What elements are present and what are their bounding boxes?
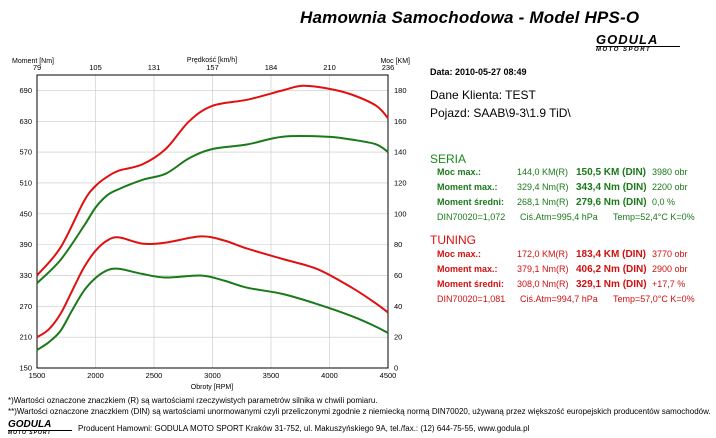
x-tick-3: 3000 [204,371,221,380]
left-tick-8: 630 [19,117,32,126]
producer-info: Producent Hamowni: GODULA MOTO SPORT Kra… [78,424,530,433]
top-axis-label: Prędkość [km/h] [187,57,237,64]
tuning-v1-0: 172,0 KM(R) [517,249,569,259]
right-tick-2: 40 [394,302,402,311]
chart-curves [36,84,389,351]
x-axis-label: Obroty [RPM] [191,384,233,391]
tuning-v2-1: 406,2 Nm (DIN) [576,264,647,275]
plot-frame [36,74,389,369]
top-tick-1: 105 [89,63,102,72]
seria-label-2: Moment średni: [437,197,505,207]
tuning-v2-0: 183,4 KM (DIN) [576,249,647,260]
tuning-v3-0: 3770 obr [652,249,688,259]
right-tick-0: 0 [394,364,398,373]
right-tick-5: 100 [394,209,407,218]
x-tick-5: 4000 [321,371,338,380]
x-tick-4: 3500 [263,371,280,380]
seria-atm: Ciś.Atm=995,4 hPa [520,212,598,222]
tuning-label-0: Moc max.: [437,249,482,259]
left-tick-7: 570 [19,148,32,157]
seria-v2-1: 343,4 Nm (DIN) [576,182,647,193]
tuning-v1-1: 379,1 Nm(R) [517,264,569,274]
tuning-v3-2: +17,7 % [652,279,686,289]
footer-logo: GODULA MOTO SPORT [8,419,72,436]
footnote-r: *)Wartości oznaczone znaczkiem (R) są wa… [8,396,378,405]
seria-heading: SERIA [430,152,467,166]
left-tick-2: 270 [19,302,32,311]
tuning-v1-2: 308,0 Nm(R) [517,279,569,289]
left-tick-3: 330 [19,271,32,280]
left-axis-label: Moment [Nm] [12,58,54,65]
right-tick-labels: 0 20 40 60 80 100 120 140 160 180 [394,86,407,373]
seria-din: DIN70020=1,072 [437,212,506,222]
dyno-chart: 1500 2000 2500 3000 3500 4000 4500 15021027033… [12,57,410,391]
footer-logo-main: GODULA [8,419,52,430]
seria-label-0: Moc max.: [437,167,482,177]
report-title: Hamownia Samochodowa - Model HPS-O [300,8,640,27]
right-tick-6: 120 [394,178,407,187]
left-tick-6: 510 [19,178,32,187]
left-tick-labels: 150 210 270 330 390 450 510 570 630 690 [19,86,32,373]
tuning-temp: Temp=57,0°C K=0% [613,294,695,304]
top-tick-labels: 79 105 131 157 184 210 236 [33,63,394,72]
left-tick-5: 450 [19,209,32,218]
right-tick-9: 180 [394,86,407,95]
godula-logo: GODULA MOTO SPORT [596,33,680,53]
top-tick-2: 131 [148,63,161,72]
x-tick-0: 1500 [29,371,46,380]
tuning-heading: TUNING [430,233,476,247]
top-tick-0: 79 [33,63,41,72]
seria-temp: Temp=52,4°C K=0% [613,212,695,222]
footer-logo-sub: MOTO SPORT [8,430,72,436]
top-tick-3: 157 [206,63,219,72]
right-tick-1: 20 [394,333,402,342]
left-tick-9: 690 [19,86,32,95]
top-tick-6: 236 [382,63,395,72]
tuning-v3-1: 2900 obr [652,264,688,274]
tuning-din: DIN70020=1,081 [437,294,506,304]
seria-v1-2: 268,1 Nm(R) [517,197,569,207]
client-name: Dane Klienta: TEST [430,88,536,102]
tuning-v2-2: 329,1 Nm (DIN) [576,279,647,290]
footnote-din: **)Wartości oznaczone znaczkiem (DIN) są… [8,407,711,416]
seria-label-1: Moment max.: [437,182,498,192]
left-tick-0: 150 [19,364,32,373]
seria-v3-0: 3980 obr [652,167,688,177]
series-line-2 [36,134,389,284]
left-tick-4: 390 [19,240,32,249]
seria-v1-1: 329,4 Nm(R) [517,182,569,192]
right-tick-7: 140 [394,148,407,157]
seria-v3-1: 2200 obr [652,182,688,192]
tuning-atm: Ciś.Atm=994,7 hPa [520,294,598,304]
top-tick-4: 184 [265,63,278,72]
series-line-1 [36,235,389,339]
seria-v2-0: 150,5 KM (DIN) [576,167,647,178]
series-line-3 [36,267,389,351]
seria-v3-2: 0,0 % [652,197,676,207]
x-tick-2: 2500 [146,371,163,380]
right-tick-3: 60 [394,271,402,280]
x-tick-6: 4500 [380,371,397,380]
chart-grid [36,75,389,369]
right-tick-4: 80 [394,240,402,249]
right-tick-8: 160 [394,117,407,126]
series-line-0 [36,84,389,277]
x-tick-1: 2000 [87,371,104,380]
logo-sub-text: MOTO SPORT [596,46,680,54]
right-axis-label: Moc [KM] [380,58,410,65]
vehicle-name: Pojazd: SAAB\9-3\1.9 TiD\ [430,106,571,120]
tuning-label-2: Moment średni: [437,279,505,289]
tuning-label-1: Moment max.: [437,264,498,274]
top-tick-5: 210 [323,63,336,72]
seria-v1-0: 144,0 KM(R) [517,167,569,177]
logo-main-text: GODULA [596,32,659,47]
seria-v2-2: 279,6 Nm (DIN) [576,197,647,208]
left-tick-1: 210 [19,333,32,342]
test-date: Data: 2010-05-27 08:49 [430,67,527,77]
x-tick-labels: 1500 2000 2500 3000 3500 4000 4500 [29,371,397,380]
